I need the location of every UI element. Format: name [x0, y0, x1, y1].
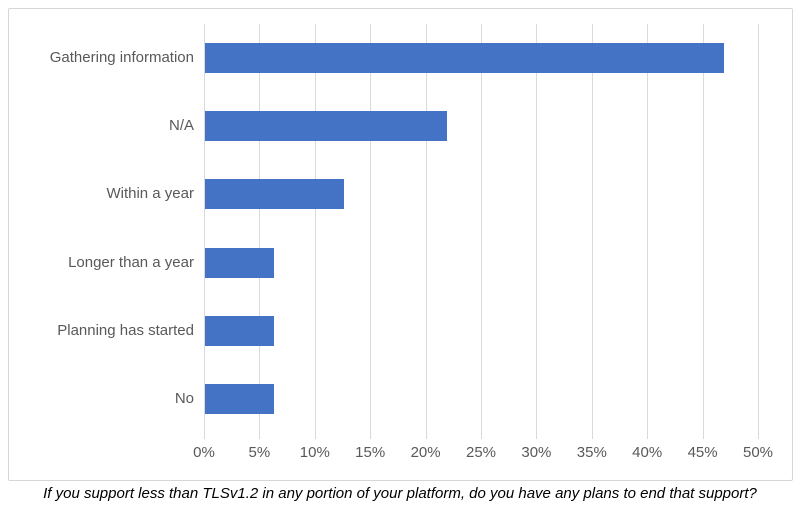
- category-label: N/A: [168, 117, 194, 135]
- category-axis-line: [204, 24, 205, 439]
- x-tick-label: 10%: [299, 444, 330, 461]
- bar: [205, 247, 275, 278]
- gridline: [702, 24, 704, 439]
- gridline: [591, 24, 593, 439]
- gridline: [314, 24, 316, 439]
- figure-caption: If you support less than TLSv1.2 in any …: [43, 485, 757, 502]
- gridline: [758, 24, 759, 439]
- x-tick-label: 50%: [742, 444, 774, 461]
- chart-frame: Gathering information N/A Within a year Lon…: [8, 8, 793, 481]
- x-tick-label: 40%: [632, 444, 663, 461]
- x-tick-label: 20%: [410, 444, 441, 461]
- x-tick-label: 45%: [687, 444, 718, 461]
- bar: [205, 111, 448, 142]
- bar: [205, 179, 344, 210]
- bar: [205, 383, 275, 414]
- x-tick-label: 35%: [576, 444, 607, 461]
- category-label: Planning has started: [57, 321, 194, 339]
- category-label: Gathering information: [49, 49, 194, 67]
- category-label: Longer than a year: [68, 253, 194, 271]
- gridline: [481, 24, 482, 439]
- x-tick-label: 30%: [521, 444, 552, 461]
- gridline: [370, 24, 372, 439]
- x-tick-label: 5%: [248, 444, 271, 461]
- gridline: [647, 24, 649, 439]
- x-tick-label: 0%: [193, 444, 215, 461]
- gridline: [425, 24, 427, 439]
- bar: [205, 43, 725, 74]
- category-label: Within a year: [106, 185, 194, 203]
- category-label: No: [174, 389, 194, 407]
- gridline: [259, 24, 261, 439]
- bar: [205, 315, 275, 346]
- gridline: [536, 24, 538, 439]
- x-tick-label: 25%: [465, 444, 497, 461]
- x-tick-label: 15%: [355, 444, 386, 461]
